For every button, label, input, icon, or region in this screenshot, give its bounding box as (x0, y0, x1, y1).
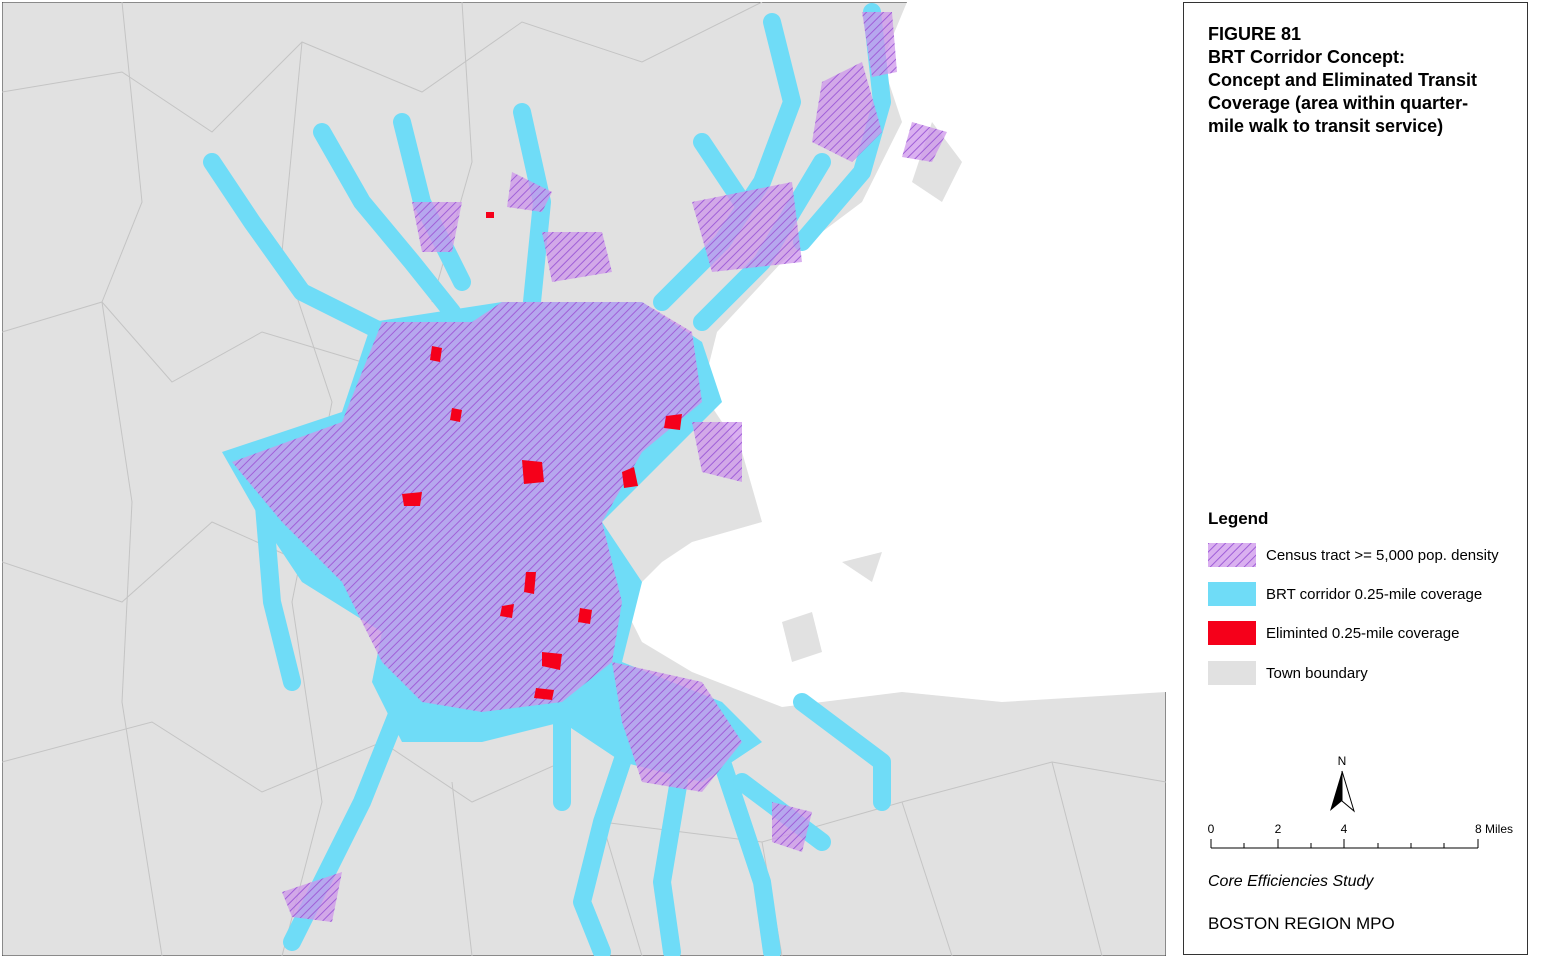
legend-item: BRT corridor 0.25-mile coverage (1208, 582, 1482, 606)
swatch (1208, 582, 1256, 606)
figure-title: FIGURE 81 BRT Corridor Concept: Concept … (1208, 23, 1477, 138)
north-arrow (1330, 771, 1342, 811)
organization: BOSTON REGION MPO (1208, 914, 1395, 933)
scale-label: 0 (1208, 822, 1215, 836)
title-line: mile walk to transit service) (1208, 116, 1444, 136)
legend-title: Legend (1208, 509, 1269, 528)
title-line: BRT Corridor Concept: (1208, 47, 1405, 67)
legend-item: Census tract >= 5,000 pop. density (1208, 543, 1499, 567)
scale-label: 8 Miles (1475, 822, 1513, 836)
legend-label: Census tract >= 5,000 pop. density (1266, 546, 1499, 564)
swatch (1208, 543, 1256, 567)
scale-and-north: N 0 2 4 8 Miles (1208, 754, 1513, 849)
legend-label: Eliminted 0.25-mile coverage (1266, 624, 1460, 642)
legend-panel: FIGURE 81 BRT Corridor Concept: Concept … (1183, 2, 1528, 955)
figure-number: FIGURE 81 (1208, 24, 1302, 44)
study-name: Core Efficiencies Study (1208, 873, 1374, 890)
north-label: N (1338, 754, 1347, 768)
map (2, 2, 1166, 956)
swatch (1208, 621, 1256, 645)
eliminated-coverage (402, 212, 682, 700)
legend-item: Eliminted 0.25-mile coverage (1208, 621, 1459, 645)
ocean (622, 2, 1166, 707)
title-line: Concept and Eliminated Transit (1208, 70, 1478, 90)
north-arrow (1341, 770, 1355, 813)
scale-ticks (1210, 839, 1479, 848)
scale-label: 4 (1341, 822, 1348, 836)
islands (652, 122, 962, 662)
legend-item: Town boundary (1208, 661, 1368, 685)
swatch (1208, 661, 1256, 685)
scale-label: 2 (1275, 822, 1282, 836)
legend-label: Town boundary (1266, 664, 1368, 682)
title-line: Coverage (area within quarter- (1208, 93, 1469, 113)
legend-label: BRT corridor 0.25-mile coverage (1266, 585, 1483, 603)
